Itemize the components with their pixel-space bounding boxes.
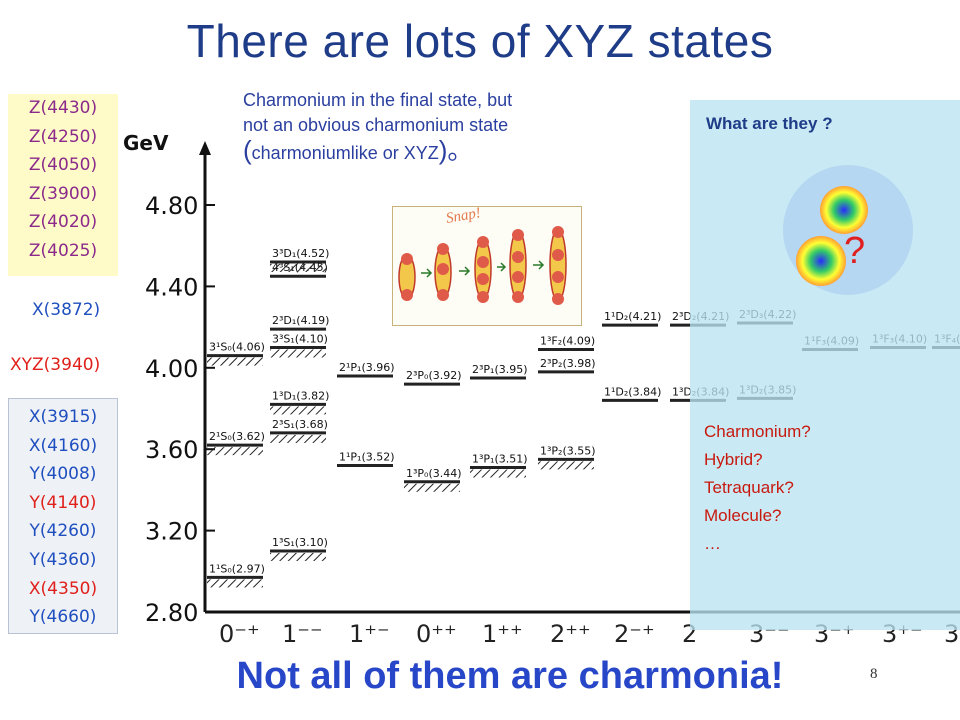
level-label: 1³D₁(3.82) <box>272 389 329 402</box>
y-axis-arrow <box>199 141 211 155</box>
xy-state: Y(4360) <box>29 549 97 570</box>
meson-ball-icon <box>820 186 868 234</box>
answer-item: Tetraquark? <box>704 478 794 497</box>
caption-open: ( <box>243 135 252 165</box>
xy-state: X(4350) <box>28 578 98 599</box>
level-label: 3³S₁(4.10) <box>272 332 328 345</box>
caption-line: Charmonium in the final state, but <box>243 90 513 110</box>
xy-state: Y(4660) <box>29 607 97 628</box>
level-label: 2¹P₁(3.96) <box>339 361 395 374</box>
observed-hatch <box>470 469 526 478</box>
level-label: 1³P₂(3.55) <box>540 444 596 457</box>
slide-title: There are lots of XYZ states <box>186 15 774 67</box>
answer-list: Charmonium? Hybrid? Tetraquark? Molecule… <box>704 418 811 558</box>
level-label: 2³P₁(3.95) <box>472 363 528 376</box>
z-state: Z(4430) <box>28 98 98 118</box>
y-tick-label: 4.40 <box>145 273 198 301</box>
caption: Charmonium in the final state, but not a… <box>243 88 663 166</box>
level-label: 3¹S₀(4.06) <box>209 341 265 354</box>
observed-hatch <box>270 349 326 358</box>
column-label: 0⁺⁺ <box>416 620 457 648</box>
level-label: 1³P₁(3.51) <box>472 453 528 466</box>
z-state: Z(4250) <box>28 126 98 147</box>
z-state: Z(4020) <box>28 212 98 232</box>
y-tick-label: 3.20 <box>145 518 198 546</box>
level-label: 1³P₀(3.44) <box>406 467 462 480</box>
observed-hatch <box>207 579 263 588</box>
observed-hatch <box>270 263 326 272</box>
answer-item: Molecule? <box>704 506 782 525</box>
y-tick-label: 3.60 <box>145 436 198 464</box>
y-tick-label: 2.80 <box>145 599 198 627</box>
column-label: 2⁺⁺ <box>550 620 591 648</box>
observed-hatch <box>270 406 326 415</box>
z-state: Z(4050) <box>28 155 98 175</box>
level-label: 2¹S₀(3.62) <box>209 430 265 443</box>
z-state: Z(3900) <box>28 183 98 204</box>
z-states-box: Z(4430) Z(4250) Z(4050) Z(3900) Z(4020) … <box>8 94 118 276</box>
x3872-label: X(3872) <box>32 300 101 320</box>
observed-hatch <box>538 461 594 470</box>
column-label: 2⁻⁺ <box>614 620 655 648</box>
answer-item: Charmonium? <box>704 422 811 441</box>
question-mark: ? <box>844 230 866 272</box>
caption-inner: charmoniumlike or XYZ <box>251 143 439 163</box>
observed-hatch <box>207 357 263 366</box>
observed-hatch <box>270 434 326 443</box>
level-label: 2³P₂(3.98) <box>540 357 596 370</box>
xy-states-box: X(3915) X(4160) Y(4008) Y(4140) Y(4260) … <box>8 398 118 634</box>
snap-illustration <box>392 206 582 326</box>
level-label: 2³D₁(4.19) <box>272 314 329 327</box>
level-label: 2³S₁(3.68) <box>272 418 328 431</box>
column-label: 1⁺⁺ <box>482 620 523 648</box>
level-label: 3³D₁(4.52) <box>272 247 329 260</box>
quark-snap-icon <box>398 226 567 305</box>
xy-state: Y(4008) <box>29 464 97 485</box>
y-axis-unit: GeV <box>123 131 169 155</box>
page-number: 8 <box>870 666 878 682</box>
xy-state: X(4160) <box>28 435 98 456</box>
level-label: 1¹D₂(3.84) <box>604 385 661 398</box>
xy-state: Y(4260) <box>29 521 97 542</box>
observed-hatch <box>207 447 263 456</box>
level-label: 1¹D₂(4.21) <box>604 310 661 323</box>
column-label: 1⁺⁻ <box>349 620 390 648</box>
level-label: 1³S₁(3.10) <box>272 536 328 549</box>
xy-state: X(3915) <box>28 407 98 427</box>
level-label: 1³F₂(4.09) <box>540 334 595 347</box>
answer-item: Hybrid? <box>704 450 763 469</box>
column-label: 0⁻⁺ <box>219 620 260 648</box>
observed-hatch <box>404 483 460 492</box>
y-tick-label: 4.80 <box>145 192 198 220</box>
caption-line: not an obvious charmonium state <box>243 115 509 135</box>
question-text: What are they ? <box>706 114 833 133</box>
caption-line: (charmoniumlike or XYZ)。 <box>243 135 663 166</box>
column-label: 1⁻⁻ <box>282 620 323 648</box>
caption-close: )。 <box>438 135 474 165</box>
y-tick-label: 4.00 <box>145 355 198 383</box>
answer-item: … <box>704 534 721 553</box>
z-state: Z(4025) <box>28 240 98 261</box>
observed-hatch <box>270 552 326 561</box>
level-label: 1¹S₀(2.97) <box>209 562 265 575</box>
y-ticks: 4.80 4.40 4.00 3.60 3.20 2.80 <box>145 192 215 627</box>
footer-statement: Not all of them are charmonia! <box>236 655 784 697</box>
xyz3940-label: XYZ(3940) <box>10 355 101 375</box>
level-label: 2³P₀(3.92) <box>406 369 462 382</box>
level-label: 1¹P₁(3.52) <box>339 450 395 463</box>
xy-state: Y(4140) <box>29 492 97 513</box>
meson-ball-icon <box>796 236 846 286</box>
